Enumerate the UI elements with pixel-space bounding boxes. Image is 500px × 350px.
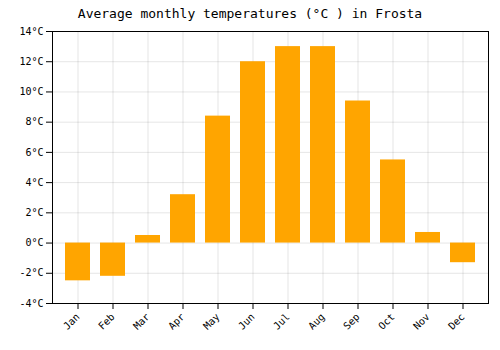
svg-text:Jul: Jul (271, 311, 292, 332)
svg-text:Sep: Sep (341, 311, 362, 332)
svg-text:Mar: Mar (131, 311, 152, 332)
svg-text:-2°C: -2°C (19, 267, 43, 278)
svg-text:Jan: Jan (61, 311, 82, 332)
svg-text:10°C: 10°C (19, 86, 43, 97)
html-text:Average monthly temperatures (: Average monthly temperatures (°C ) in Fr… (77, 6, 423, 21)
svg-text:Dec: Dec (446, 311, 467, 332)
svg-text:Apr: Apr (166, 311, 187, 332)
svg-text:4°C: 4°C (25, 177, 43, 188)
svg-text:Oct: Oct (376, 311, 397, 332)
svg-text:2°C: 2°C (25, 207, 43, 218)
svg-text:8°C: 8°C (25, 116, 43, 127)
svg-text:Aug: Aug (306, 311, 327, 332)
svg-text:Jun: Jun (236, 311, 257, 332)
svg-text:14°C: 14°C (19, 26, 43, 37)
svg-text:0°C: 0°C (25, 237, 43, 248)
svg-text:Feb: Feb (96, 311, 117, 332)
svg-text:6°C: 6°C (25, 147, 43, 158)
svg-text:-4°C: -4°C (19, 298, 43, 309)
svg-text:12°C: 12°C (19, 56, 43, 67)
svg-text:Nov: Nov (411, 311, 432, 332)
svg-text:May: May (201, 311, 222, 332)
